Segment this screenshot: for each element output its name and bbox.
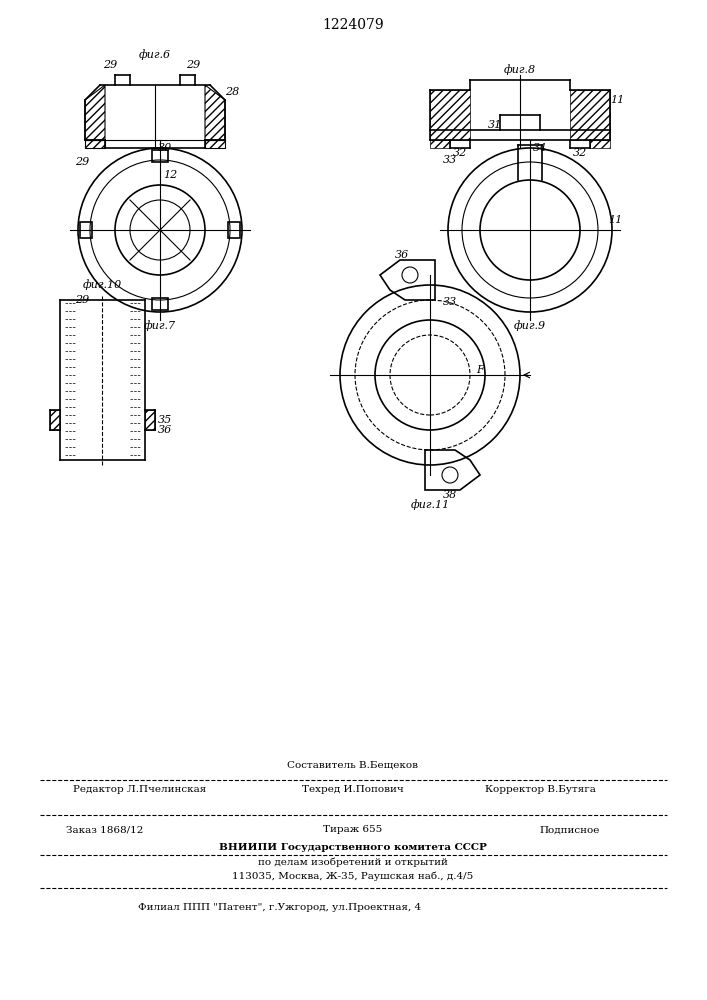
Text: 38: 38	[443, 490, 457, 500]
Polygon shape	[205, 85, 225, 140]
Text: Тираж 655: Тираж 655	[323, 826, 382, 834]
Polygon shape	[145, 410, 155, 430]
Text: 113035, Москва, Ж-35, Раушская наб., д.4/5: 113035, Москва, Ж-35, Раушская наб., д.4…	[233, 871, 474, 881]
Text: 29: 29	[75, 295, 89, 305]
Polygon shape	[85, 140, 105, 148]
Polygon shape	[570, 90, 610, 140]
Polygon shape	[50, 410, 60, 430]
Text: Составитель В.Бещеков: Составитель В.Бещеков	[288, 760, 419, 770]
Text: Техред И.Попович: Техред И.Попович	[302, 786, 404, 794]
Text: 29: 29	[186, 60, 200, 70]
Text: 34: 34	[533, 143, 547, 153]
Polygon shape	[430, 140, 450, 148]
Text: Филиал ППП "Патент", г.Ужгород, ул.Проектная, 4: Филиал ППП "Патент", г.Ужгород, ул.Проек…	[139, 902, 421, 912]
Text: 29: 29	[103, 60, 117, 70]
Text: фиг.7: фиг.7	[144, 321, 176, 331]
Polygon shape	[205, 140, 225, 148]
Text: 33: 33	[443, 297, 457, 307]
Bar	[152, 298, 168, 310]
Text: по делам изобретений и открытий: по делам изобретений и открытий	[258, 857, 448, 867]
Text: фиг.10: фиг.10	[83, 280, 122, 290]
Text: 28: 28	[225, 87, 239, 97]
Text: 1224079: 1224079	[322, 18, 384, 32]
Polygon shape	[430, 90, 470, 140]
Bar	[228, 222, 240, 238]
Text: 11: 11	[610, 95, 624, 105]
Polygon shape	[85, 85, 105, 140]
Bar	[152, 150, 168, 162]
Text: 12: 12	[163, 170, 177, 180]
Bar	[80, 222, 92, 238]
Text: фиг.6: фиг.6	[139, 50, 171, 60]
Text: Корректор В.Бутяга: Корректор В.Бутяга	[484, 786, 595, 794]
Text: ВНИИПИ Государственного комитета СССР: ВНИИПИ Государственного комитета СССР	[219, 844, 487, 852]
Text: 35: 35	[158, 415, 172, 425]
Text: 11: 11	[608, 215, 622, 225]
Text: Редактор Л.Пчелинская: Редактор Л.Пчелинская	[74, 786, 206, 794]
Text: 33: 33	[443, 155, 457, 165]
Text: 31: 31	[488, 120, 502, 130]
Text: Подписное: Подписное	[540, 826, 600, 834]
Text: фиг.11: фиг.11	[410, 500, 450, 510]
Text: 29: 29	[75, 157, 89, 167]
Text: 30: 30	[158, 143, 172, 153]
Text: 32: 32	[573, 148, 587, 158]
Polygon shape	[590, 140, 610, 148]
Text: 32: 32	[453, 148, 467, 158]
Text: Заказ 1868/12: Заказ 1868/12	[66, 826, 144, 834]
Text: 36: 36	[158, 425, 172, 435]
Text: фиг.9: фиг.9	[514, 321, 546, 331]
Text: F: F	[476, 365, 484, 375]
Text: 36: 36	[395, 250, 409, 260]
Text: фиг.8: фиг.8	[504, 65, 536, 75]
